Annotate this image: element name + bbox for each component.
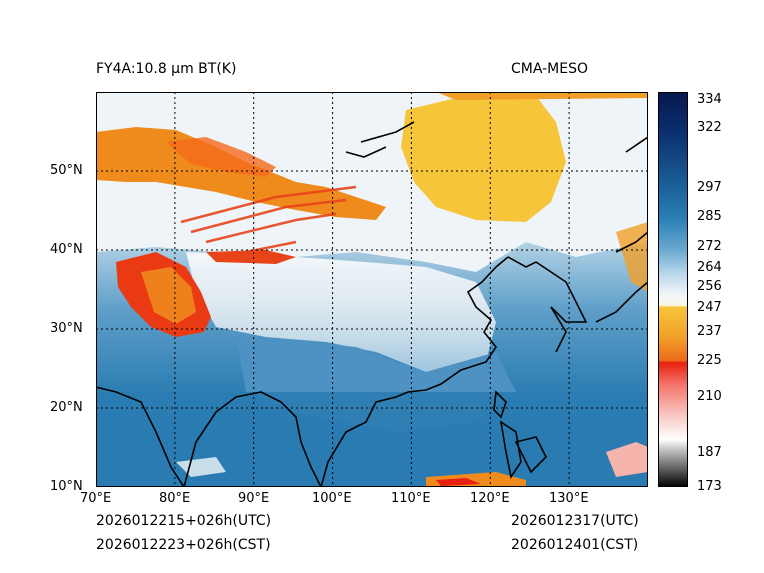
- lat-tick-50: 50°N: [50, 163, 83, 178]
- cloud-mongolia: [401, 92, 566, 222]
- cloud-siberia-core: [166, 137, 276, 177]
- cbar-label-256: 256: [697, 279, 722, 294]
- cbar-label-264: 264: [697, 260, 722, 275]
- colorbar-gradient: [658, 92, 688, 487]
- lon-tick-120: 120°E: [470, 491, 510, 506]
- lon-tick-130: 130°E: [549, 491, 589, 506]
- bt-field-plateau: [186, 252, 496, 372]
- lat-tick-40: 40°N: [50, 242, 83, 257]
- valid-time-cst: 2026012401(CST): [511, 537, 639, 553]
- cbar-label-247: 247: [697, 300, 722, 315]
- cbar-label-187: 187: [697, 445, 722, 460]
- colorbar: [658, 92, 688, 487]
- cloud-himalaya-orange: [141, 267, 196, 324]
- bt-field-tropics: [96, 392, 648, 487]
- cbar-label-173: 173: [697, 479, 722, 494]
- lat-tick-30: 30°N: [50, 321, 83, 336]
- lat-tick-20: 20°N: [50, 400, 83, 415]
- cbar-label-297: 297: [697, 180, 722, 195]
- convection-borneo-red: [436, 478, 481, 486]
- lon-tick-110: 110°E: [391, 491, 431, 506]
- convection-philippines: [606, 442, 648, 477]
- coastlines: [96, 121, 648, 487]
- lon-tick-70: 70°E: [80, 491, 112, 506]
- right-title: CMA-MESO: [511, 61, 589, 77]
- valid-time-utc: 2026012317(UTC): [511, 513, 639, 529]
- cloud-top-strip: [436, 92, 648, 100]
- graticule: [96, 92, 648, 487]
- cloud-red-strip: [206, 250, 296, 264]
- cbar-label-210: 210: [697, 389, 722, 404]
- left-title: FY4A:10.8 µm BT(K): [96, 61, 237, 77]
- cloud-streaks: [180, 185, 357, 259]
- lon-tick-80: 80°E: [159, 491, 191, 506]
- lon-tick-90: 90°E: [238, 491, 270, 506]
- colorbar-frame: [658, 92, 688, 487]
- cbar-label-334: 334: [697, 92, 722, 107]
- cbar-label-237: 237: [697, 324, 722, 339]
- map-frame: [96, 92, 648, 487]
- satellite-map: [96, 92, 648, 487]
- lon-tick-100: 100°E: [312, 491, 352, 506]
- cbar-label-285: 285: [697, 209, 722, 224]
- cbar-label-322: 322: [697, 120, 722, 135]
- cbar-label-272: 272: [697, 239, 722, 254]
- lat-tick-10: 10°N: [50, 479, 83, 494]
- init-time-utc: 2026012215+026h(UTC): [96, 513, 272, 529]
- init-time-cst: 2026012223+026h(CST): [96, 537, 271, 553]
- cbar-label-225: 225: [697, 353, 722, 368]
